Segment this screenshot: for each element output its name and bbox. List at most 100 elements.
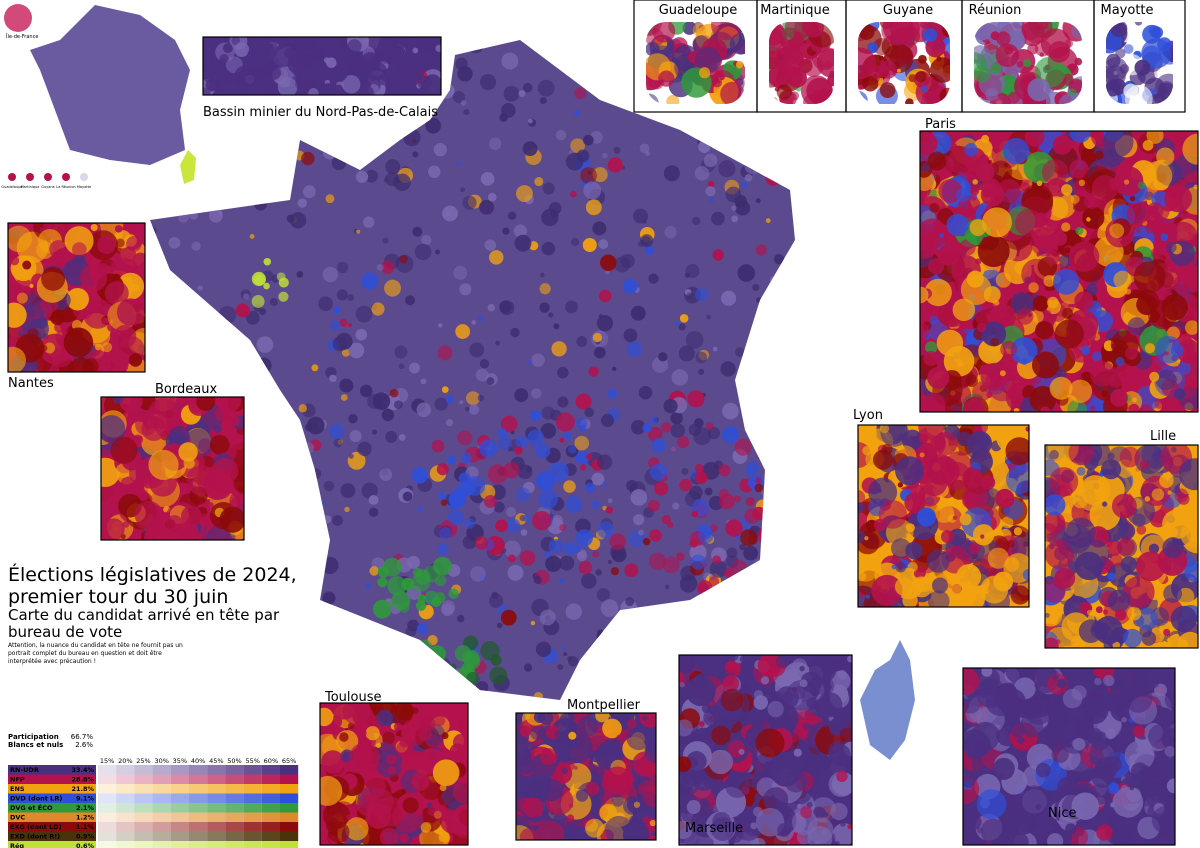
area-patch — [176, 40, 192, 49]
area-patch — [280, 543, 286, 549]
area-patch — [248, 523, 257, 532]
area-patch — [963, 668, 980, 695]
area-patch — [457, 430, 473, 446]
area-patch — [507, 564, 524, 581]
legend-party-name: ENS — [10, 785, 25, 793]
area-patch — [1035, 321, 1054, 340]
area-patch — [97, 235, 116, 254]
inset-map — [1106, 22, 1173, 104]
area-patch — [296, 270, 304, 278]
area-patch — [1112, 641, 1121, 648]
area-patch — [344, 145, 361, 162]
subtitle-line-2: bureau de vote — [8, 623, 122, 641]
area-patch — [920, 85, 929, 93]
area-patch — [746, 570, 753, 576]
area-patch — [1136, 524, 1147, 535]
area-patch — [448, 663, 457, 672]
area-patch — [535, 641, 552, 657]
area-patch — [330, 138, 348, 156]
area-patch — [1140, 765, 1151, 776]
area-patch — [1187, 529, 1198, 543]
area-patch — [720, 81, 745, 104]
area-patch — [1010, 337, 1038, 364]
area-patch — [670, 411, 683, 425]
area-patch — [946, 99, 950, 104]
area-patch — [263, 282, 270, 290]
area-patch — [575, 789, 589, 802]
area-patch — [768, 169, 781, 182]
area-patch — [1094, 677, 1102, 686]
area-patch — [574, 435, 590, 451]
area-patch — [295, 459, 305, 469]
legend-ramp-cell — [134, 774, 153, 784]
area-patch — [561, 767, 569, 774]
area-patch — [664, 226, 677, 239]
area-patch — [163, 344, 176, 357]
inset-label: Réunion — [969, 3, 1022, 18]
area-patch — [1152, 668, 1170, 678]
area-patch — [1051, 745, 1069, 764]
area-patch — [765, 612, 783, 630]
area-patch — [786, 323, 795, 335]
area-patch — [579, 464, 587, 471]
area-patch — [291, 492, 308, 509]
area-patch — [253, 197, 268, 211]
area-patch — [905, 523, 915, 533]
area-patch — [484, 239, 497, 251]
area-patch — [858, 490, 866, 505]
inset-label: Bassin minier du Nord-Pas-de-Calais — [203, 105, 438, 120]
area-patch — [1109, 553, 1123, 567]
area-patch — [1123, 628, 1142, 648]
area-patch — [438, 831, 450, 843]
area-patch — [168, 187, 180, 199]
overview-dom-label: Guyane — [41, 185, 55, 189]
area-patch — [1019, 397, 1024, 403]
inset-map — [320, 703, 468, 845]
area-patch — [502, 227, 510, 235]
area-patch — [1178, 458, 1198, 491]
area-patch — [895, 561, 907, 573]
area-patch — [1129, 187, 1136, 194]
area-patch — [1068, 445, 1094, 466]
area-patch — [79, 264, 107, 292]
area-patch — [679, 719, 693, 737]
area-patch — [259, 448, 270, 459]
area-patch — [757, 448, 770, 461]
area-patch — [695, 287, 709, 302]
area-patch — [271, 422, 281, 432]
area-patch — [1184, 562, 1198, 582]
area-patch — [228, 350, 240, 362]
area-patch — [1064, 741, 1072, 749]
area-patch — [355, 305, 373, 323]
area-patch — [1157, 37, 1172, 52]
area-patch — [158, 183, 169, 195]
area-patch — [705, 421, 714, 431]
area-patch — [791, 809, 818, 836]
area-patch — [937, 432, 946, 441]
area-patch — [289, 212, 307, 229]
legend-party-share: 21.8% — [71, 785, 94, 793]
area-patch — [235, 303, 250, 318]
area-patch — [575, 393, 592, 410]
area-patch — [154, 692, 161, 700]
area-patch — [702, 589, 716, 603]
area-patch — [742, 48, 759, 65]
area-patch — [1139, 404, 1152, 412]
area-patch — [1068, 241, 1100, 273]
area-patch — [747, 63, 762, 78]
area-patch — [707, 426, 721, 440]
area-patch — [580, 683, 588, 691]
area-patch — [182, 184, 198, 200]
area-patch — [219, 187, 229, 197]
area-patch — [658, 70, 675, 87]
area-patch — [303, 88, 310, 95]
area-patch — [377, 577, 388, 588]
area-patch — [1149, 371, 1160, 382]
area-patch — [128, 353, 143, 367]
area-patch — [357, 441, 372, 457]
legend-scale-label: 15% — [100, 757, 114, 765]
inset-frame — [678, 654, 853, 846]
area-patch — [1093, 223, 1099, 230]
area-patch — [1010, 723, 1025, 738]
area-patch — [718, 464, 731, 477]
